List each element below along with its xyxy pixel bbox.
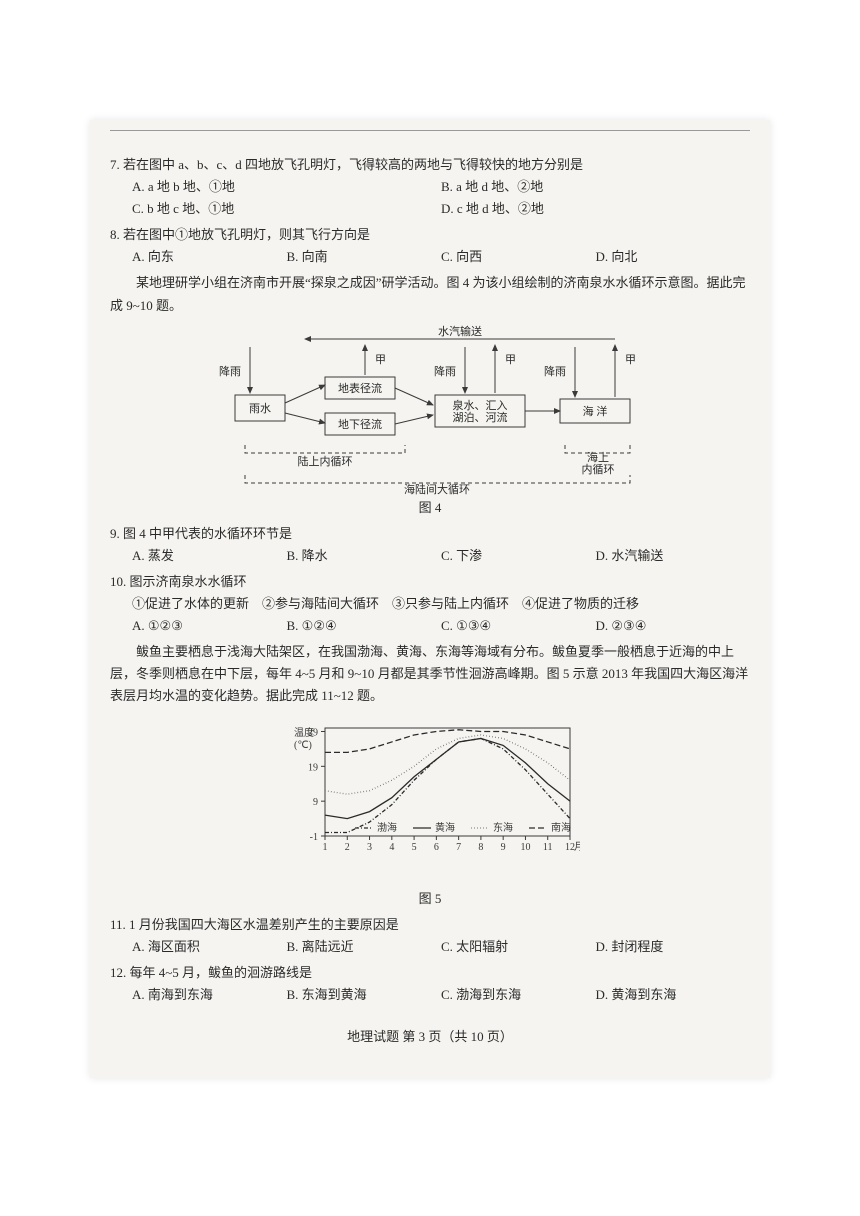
q7-opt-b: B. a 地 d 地、②地 <box>441 176 750 198</box>
q11-stem: 11. 1 月份我国四大海区水温差别产生的主要原因是 <box>110 914 750 936</box>
svg-text:甲: 甲 <box>625 354 636 366</box>
svg-text:水汽输送: 水汽输送 <box>438 325 482 338</box>
q7-opt-c: C. b 地 c 地、①地 <box>132 198 441 220</box>
q10-opt-a: A. ①②③ <box>132 615 287 637</box>
svg-text:6: 6 <box>434 842 439 853</box>
svg-text:4: 4 <box>389 842 394 853</box>
question-11: 11. 1 月份我国四大海区水温差别产生的主要原因是 A. 海区面积 B. 离陆… <box>110 914 750 958</box>
svg-text:19: 19 <box>308 762 318 773</box>
q12-opt-d: D. 黄海到东海 <box>596 984 751 1006</box>
fig4-caption: 图 4 <box>110 497 750 519</box>
svg-text:海 洋: 海 洋 <box>583 404 608 418</box>
q10-opt-b: B. ①②④ <box>287 615 442 637</box>
figure-4: 水汽输送雨水 地表径流地下径流 泉水、汇入湖泊、河流 海 洋 降雨 甲降雨 甲降雨 甲陆上内循… <box>110 325 750 519</box>
svg-text:(℃): (℃) <box>294 740 312 751</box>
exam-page: 7. 若在图中 a、b、c、d 四地放飞孔明灯，飞得较高的两地与飞得较快的地方分… <box>90 120 770 1078</box>
q11-opt-d: D. 封闭程度 <box>596 936 751 958</box>
svg-text:陆上内循环: 陆上内循环 <box>298 454 353 468</box>
q9-opt-b: B. 降水 <box>287 545 442 567</box>
svg-text:7: 7 <box>456 842 461 853</box>
svg-text:11: 11 <box>543 842 553 853</box>
question-7: 7. 若在图中 a、b、c、d 四地放飞孔明灯，飞得较高的两地与飞得较快的地方分… <box>110 154 750 220</box>
q12-stem: 12. 每年 4~5 月，鲅鱼的洄游路线是 <box>110 962 750 984</box>
q8-opt-d: D. 向北 <box>596 246 751 268</box>
svg-text:地下径流: 地下径流 <box>338 417 382 431</box>
q12-opt-b: B. 东海到黄海 <box>287 984 442 1006</box>
q9-stem: 9. 图 4 中甲代表的水循环环节是 <box>110 523 750 545</box>
q8-opt-a: A. 向东 <box>132 246 287 268</box>
question-10: 10. 图示济南泉水水循环 ①促进了水体的更新 ②参与海陆间大循环 ③只参与陆上… <box>110 571 750 637</box>
svg-text:降雨: 降雨 <box>434 364 456 378</box>
question-12: 12. 每年 4~5 月，鲅鱼的洄游路线是 A. 南海到东海 B. 东海到黄海 … <box>110 962 750 1006</box>
figure-5: -191929温度(℃)123456789101112月渤海黄海东海南海 图 5 <box>110 716 750 910</box>
q11-opt-c: C. 太阳辐射 <box>441 936 596 958</box>
svg-text:-1: -1 <box>310 832 318 843</box>
q10-opt-c: C. ①③④ <box>441 615 596 637</box>
svg-text:甲: 甲 <box>375 354 386 366</box>
q12-opt-c: C. 渤海到东海 <box>441 984 596 1006</box>
intro-9-10: 某地理研学小组在济南市开展“探泉之成因”研学活动。图 4 为该小组绘制的济南泉水… <box>110 272 750 316</box>
fig5-caption: 图 5 <box>110 888 750 910</box>
svg-text:3: 3 <box>367 842 372 853</box>
page-footer: 地理试题 第 3 页（共 10 页） <box>110 1026 750 1048</box>
svg-text:9: 9 <box>313 797 318 808</box>
svg-text:黄海: 黄海 <box>435 821 455 834</box>
q7-opt-a: A. a 地 b 地、①地 <box>132 176 441 198</box>
intro-11-12: 鲅鱼主要栖息于浅海大陆架区，在我国渤海、黄海、东海等海域有分布。鲅鱼夏季一般栖息… <box>110 641 750 707</box>
svg-text:9: 9 <box>501 842 506 853</box>
svg-text:海上: 海上 <box>587 450 609 464</box>
q10-opt-d: D. ②③④ <box>596 615 751 637</box>
svg-text:泉水、汇入: 泉水、汇入 <box>453 398 508 412</box>
q8-stem: 8. 若在图中①地放飞孔明灯，则其飞行方向是 <box>110 224 750 246</box>
svg-text:东海: 东海 <box>493 821 513 834</box>
svg-text:雨水: 雨水 <box>249 402 271 415</box>
svg-text:南海: 南海 <box>551 821 571 834</box>
q9-opt-d: D. 水汽输送 <box>596 545 751 567</box>
svg-text:地表径流: 地表径流 <box>338 381 382 395</box>
svg-text:渤海: 渤海 <box>377 821 397 834</box>
q10-items: ①促进了水体的更新 ②参与海陆间大循环 ③只参与陆上内循环 ④促进了物质的迁移 <box>132 593 750 615</box>
svg-text:温度: 温度 <box>294 726 314 739</box>
svg-text:海陆间大循环: 海陆间大循环 <box>404 482 470 495</box>
q10-stem: 10. 图示济南泉水水循环 <box>110 571 750 593</box>
q11-opt-a: A. 海区面积 <box>132 936 287 958</box>
q7-stem: 7. 若在图中 a、b、c、d 四地放飞孔明灯，飞得较高的两地与飞得较快的地方分… <box>110 154 750 176</box>
svg-text:10: 10 <box>520 842 530 853</box>
q8-opt-c: C. 向西 <box>441 246 596 268</box>
question-8: 8. 若在图中①地放飞孔明灯，则其飞行方向是 A. 向东 B. 向南 C. 向西… <box>110 224 750 268</box>
svg-text:5: 5 <box>412 842 417 853</box>
question-9: 9. 图 4 中甲代表的水循环环节是 A. 蒸发 B. 降水 C. 下渗 D. … <box>110 523 750 567</box>
svg-text:湖泊、河流: 湖泊、河流 <box>453 410 508 424</box>
svg-text:1: 1 <box>323 842 328 853</box>
q9-opt-a: A. 蒸发 <box>132 545 287 567</box>
svg-text:内循环: 内循环 <box>582 462 615 476</box>
svg-text:月: 月 <box>574 841 580 853</box>
q9-opt-c: C. 下渗 <box>441 545 596 567</box>
svg-text:降雨: 降雨 <box>544 364 566 378</box>
svg-text:2: 2 <box>345 842 350 853</box>
q7-opt-d: D. c 地 d 地、②地 <box>441 198 750 220</box>
svg-text:降雨: 降雨 <box>219 364 241 378</box>
q11-opt-b: B. 离陆远近 <box>287 936 442 958</box>
q12-opt-a: A. 南海到东海 <box>132 984 287 1006</box>
q8-opt-b: B. 向南 <box>287 246 442 268</box>
svg-text:甲: 甲 <box>505 354 516 366</box>
svg-text:8: 8 <box>478 842 483 853</box>
